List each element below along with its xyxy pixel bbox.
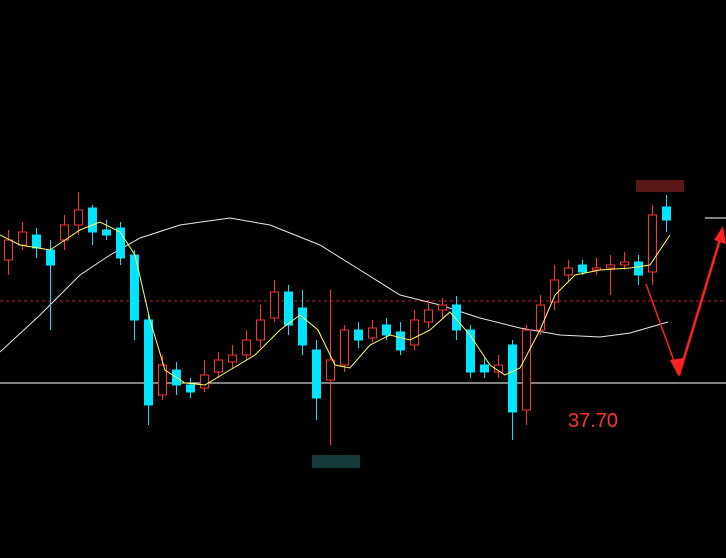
candle-body [200, 374, 209, 389]
candle-body [74, 209, 83, 226]
price-annotation: 37.70 [568, 410, 618, 432]
candle-body [326, 359, 335, 381]
candle-body [382, 324, 391, 336]
candle-body [424, 309, 433, 323]
candle-body [228, 354, 237, 363]
candle-body [466, 329, 475, 373]
candle-body [550, 279, 559, 303]
candle-body [144, 319, 153, 406]
candle-body [158, 364, 167, 396]
candle-body [522, 329, 531, 411]
candle-body [4, 239, 13, 261]
candle-body [18, 231, 27, 246]
candle-body [410, 319, 419, 346]
arrow-down [645, 283, 679, 373]
candle-body [88, 207, 97, 233]
candle-body [186, 384, 195, 393]
candle-body [340, 329, 349, 366]
candle-body [298, 307, 307, 346]
candle-body [284, 291, 293, 326]
reference-lines [0, 300, 726, 384]
candle-body [536, 304, 545, 331]
candle-body [648, 214, 657, 273]
candle-body [116, 227, 125, 259]
short-moving-average [0, 221, 671, 386]
candle-body [578, 264, 587, 273]
candle-body [592, 267, 601, 271]
candle-body [452, 304, 461, 331]
long-moving-average [0, 217, 669, 353]
arrow-up-head [714, 226, 726, 244]
arrow-up [677, 235, 723, 376]
candle-body [312, 349, 321, 399]
candle-body [396, 331, 405, 351]
candle-body [620, 261, 629, 266]
candle-body [354, 329, 363, 341]
candle-body [438, 304, 447, 311]
candle-body [32, 234, 41, 249]
candle-body [368, 327, 377, 339]
candle-body [662, 206, 671, 221]
candle-body [256, 319, 265, 341]
blurred-low-label [312, 455, 360, 468]
candle-body [214, 359, 223, 373]
candle-body [634, 261, 643, 276]
candle-body [270, 291, 279, 319]
candle-body [60, 224, 69, 241]
candle-body [102, 229, 111, 236]
candle-body [480, 364, 489, 373]
blurred-high-label [636, 180, 684, 192]
candle-body [508, 344, 517, 413]
candle-body [564, 267, 573, 276]
candles [4, 192, 671, 445]
candle-body [242, 339, 251, 356]
candle-body [606, 264, 615, 269]
candle-body [46, 249, 55, 266]
